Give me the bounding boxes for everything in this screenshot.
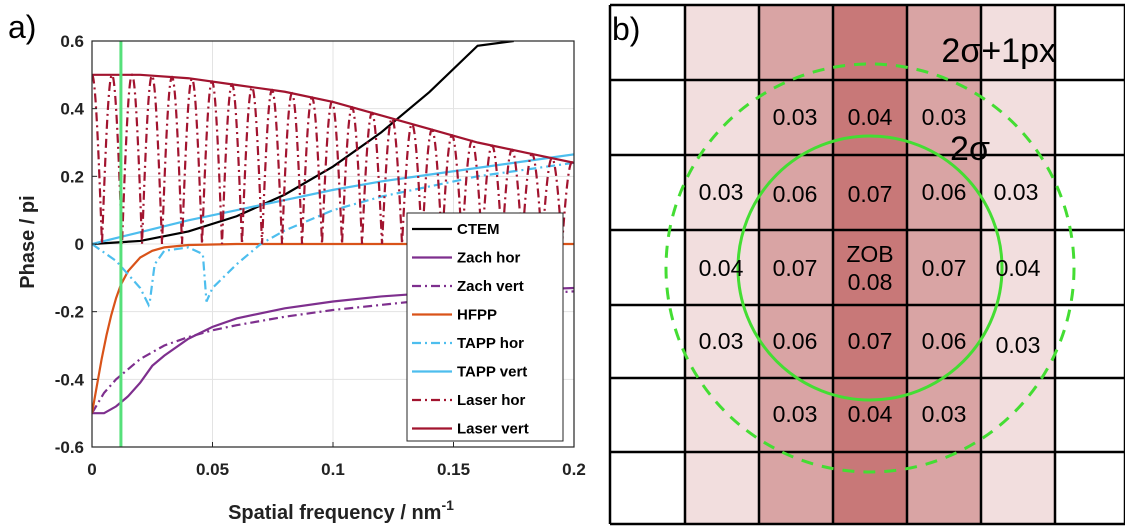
panel-a-line-chart: a) 0 0.05 0.1 0.15 0.2 -0.6 -0.4 -0.2 0 0.2 0.4 0.6… — [8, 9, 586, 524]
x-axis-label-superscript: -1 — [441, 497, 454, 513]
cell-value: 0.03 — [996, 332, 1041, 358]
legend-entry: Laser vert — [457, 421, 529, 438]
cell-value: 0.03 — [922, 401, 967, 427]
cell-value: 0.03 — [773, 104, 818, 130]
legend-entry: Zach vert — [457, 278, 524, 295]
cell-value: 0.07 — [773, 255, 818, 281]
panel-b-heatmap: b) 2σ+1px 2σ 0.03 0.04 0.03 0.03 0.06 0.… — [608, 3, 1125, 526]
panel-a-label: a) — [8, 9, 36, 45]
cell-value: 0.06 — [773, 181, 818, 207]
heatmap-column — [907, 5, 981, 523]
heatmap-column-shades — [610, 5, 1125, 523]
zob-label: ZOB — [846, 241, 893, 267]
y-tick-label: 0.2 — [60, 167, 84, 186]
label-2-sigma-plus-1px: 2σ+1px — [941, 32, 1056, 70]
heatmap-column — [759, 5, 833, 523]
x-tick-label: 0.2 — [562, 460, 586, 479]
cell-value: 0.04 — [848, 401, 893, 427]
legend-entry: TAPP vert — [457, 364, 527, 381]
heatmap-column — [981, 5, 1055, 523]
legend-entry: Laser hor — [457, 392, 526, 409]
label-2-sigma: 2σ — [950, 130, 990, 168]
cell-value: 0.04 — [848, 104, 893, 130]
cell-value: 0.03 — [699, 328, 744, 354]
legend-entry: TAPP hor — [457, 335, 524, 352]
y-tick-label: 0 — [75, 235, 84, 254]
cell-value: 0.06 — [773, 328, 818, 354]
cell-value: 0.04 — [699, 255, 744, 281]
cell-value: 0.03 — [773, 401, 818, 427]
cell-value: 0.06 — [922, 328, 967, 354]
y-tick-label: -0.2 — [55, 303, 84, 322]
x-tick-label: 0.15 — [437, 460, 470, 479]
series-line-hfpp — [92, 242, 574, 414]
y-tick-label: 0.4 — [60, 100, 84, 119]
legend-box — [406, 212, 564, 442]
cell-value: 0.07 — [922, 255, 967, 281]
panel-b-label: b) — [612, 11, 640, 47]
legend-entry: CTEM — [457, 221, 500, 238]
tick-labels: 0 0.05 0.1 0.15 0.2 -0.6 -0.4 -0.2 0 0.2 0.4 0.6 — [55, 32, 586, 479]
cell-value: 0.03 — [699, 179, 744, 205]
cell-value: 0.08 — [848, 269, 893, 295]
circle-2-sigma — [736, 134, 1004, 402]
y-tick-label: -0.6 — [55, 438, 84, 457]
cell-value: 0.07 — [848, 181, 893, 207]
series-line-tapp-vert — [92, 153, 574, 246]
heatmap-column — [685, 5, 759, 523]
cell-value: 0.03 — [922, 104, 967, 130]
x-tick-label: 0.05 — [196, 460, 229, 479]
cell-value: 0.07 — [848, 328, 893, 354]
cell-value: 0.03 — [994, 179, 1039, 205]
x-axis-label: Spatial frequency / nm-1 — [228, 497, 454, 524]
legend-entry: HFPP — [457, 307, 497, 324]
x-axis-label-text: Spatial frequency / nm — [228, 502, 441, 524]
heatmap-column — [833, 5, 907, 523]
heatmap-column — [1055, 5, 1125, 523]
legend: CTEM Zach hor Zach vert HFPP TAPP hor TAPP ve… — [406, 212, 564, 442]
y-axis-label: Phase / pi — [17, 195, 39, 288]
legend-entry: Zach hor — [457, 250, 521, 267]
cell-value: 0.06 — [922, 179, 967, 205]
x-tick-label: 0 — [87, 460, 96, 479]
cell-value: 0.04 — [996, 255, 1041, 281]
circle-2-sigma-plus-1px — [664, 62, 1076, 474]
x-tick-label: 0.1 — [321, 460, 345, 479]
series-line-ctem — [92, 41, 514, 246]
y-tick-label: 0.6 — [60, 32, 84, 51]
heatmap-column — [610, 5, 685, 523]
y-tick-label: -0.4 — [55, 370, 85, 389]
series-line-tapp-hor — [92, 161, 574, 308]
series-line-laser-vert — [92, 73, 574, 164]
